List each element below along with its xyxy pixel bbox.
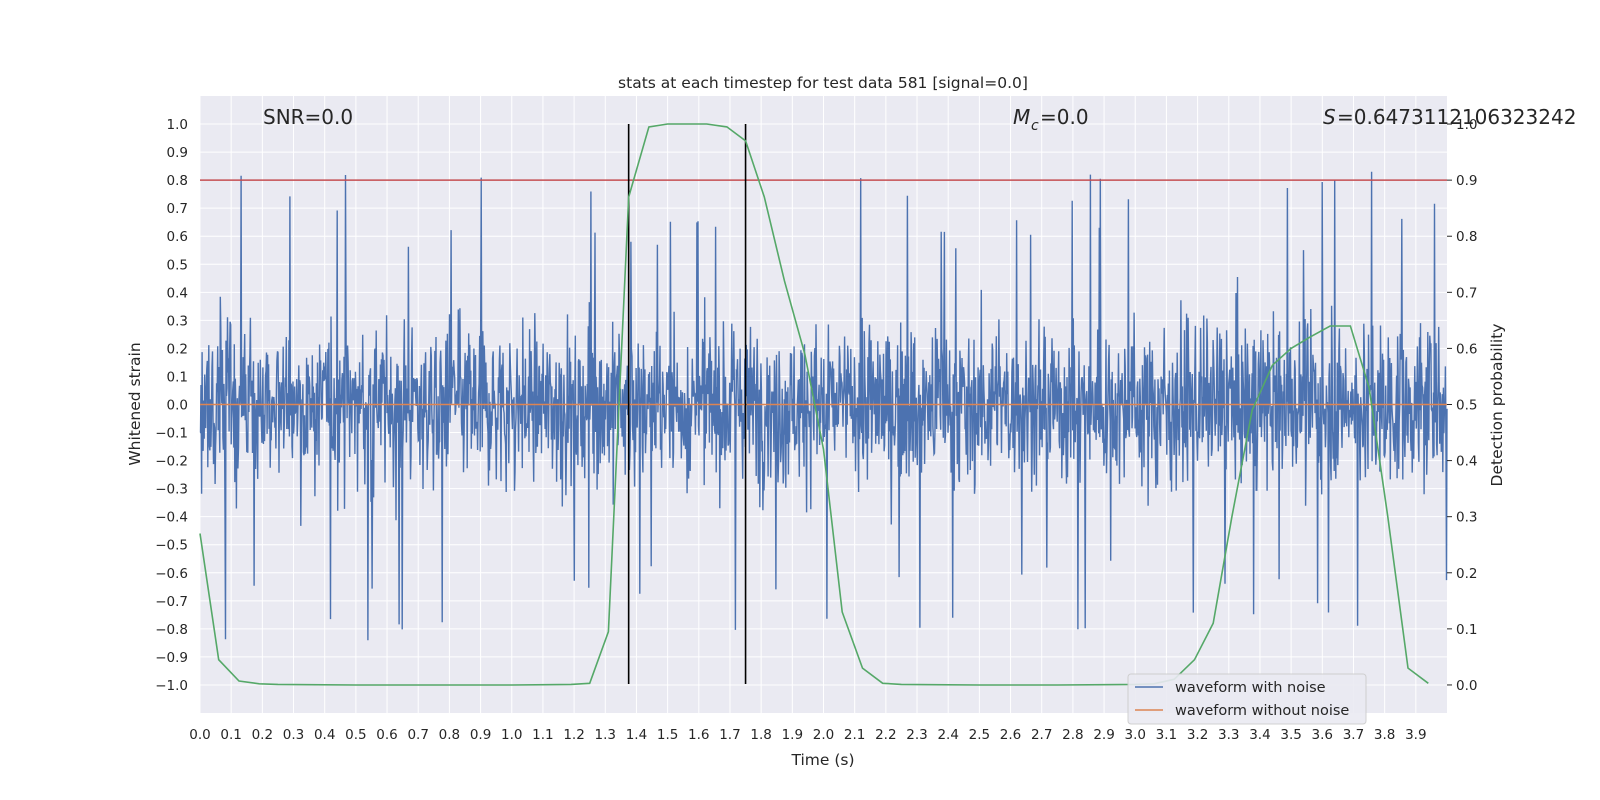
x-tick-label: 3.5 [1280, 727, 1301, 743]
y-tick-label: −0.2 [155, 454, 188, 470]
x-tick-label: 3.6 [1312, 727, 1333, 743]
y-tick-label: −0.7 [155, 594, 188, 610]
y-tick-label: 0.6 [167, 229, 188, 245]
y-right-tick-label: 0.5 [1456, 398, 1477, 414]
x-tick-label: 3.2 [1187, 727, 1208, 743]
y-tick-label: 0.4 [167, 285, 188, 301]
x-tick-label: 2.3 [906, 727, 927, 743]
s-annotation: S =0.6473112106323242 [1323, 105, 1576, 129]
y-right-tick-label: 0.3 [1456, 510, 1477, 526]
y-tick-label: −1.0 [155, 678, 188, 694]
x-tick-label: 2.0 [813, 727, 834, 743]
y-right-tick-label: 0.7 [1456, 285, 1477, 301]
x-tick-label: 1.3 [595, 727, 616, 743]
x-tick-label: 3.1 [1156, 727, 1177, 743]
mc-annotation: M c =0.0 [1013, 105, 1089, 134]
x-tick-label: 2.2 [875, 727, 896, 743]
x-tick-label: 2.8 [1062, 727, 1083, 743]
x-tick-label: 1.4 [626, 727, 647, 743]
y-tick-label: 0.5 [167, 257, 188, 273]
probability-line [199, 123, 1429, 686]
x-tick-label: 3.0 [1125, 727, 1146, 743]
y-right-tick-label: 0.2 [1456, 566, 1477, 582]
x-tick-label: 1.6 [688, 727, 709, 743]
x-tick-label: 0.4 [314, 727, 335, 743]
chart-title: stats at each timestep for test data 581… [618, 74, 1028, 92]
x-tick-label: 0.5 [345, 727, 366, 743]
x-tick-label: 2.6 [1000, 727, 1021, 743]
legend-clean-label: waveform without noise [1175, 703, 1349, 719]
x-tick-label: 3.3 [1218, 727, 1239, 743]
s-value: =0.6473112106323242 [1337, 105, 1576, 129]
y-right-tick-label: 0.8 [1456, 229, 1477, 245]
y-tick-label: −0.5 [155, 538, 188, 554]
legend: waveform with noise waveform without noi… [1127, 673, 1367, 725]
y-right-tick-label: 0.9 [1456, 173, 1477, 189]
y-tick-label: −0.3 [155, 482, 188, 498]
x-tick-label: 0.0 [189, 727, 210, 743]
y-right-tick-label: 0.6 [1456, 341, 1477, 357]
mc-symbol: M [1013, 105, 1030, 129]
x-tick-label: 2.1 [844, 727, 865, 743]
x-tick-label: 0.3 [283, 727, 304, 743]
snr-annotation: SNR=0.0 [263, 105, 353, 129]
x-tick-label: 0.1 [220, 727, 241, 743]
x-tick-label: 1.2 [563, 727, 584, 743]
y-right-tick-label: 0.1 [1456, 622, 1477, 638]
x-tick-label: 1.8 [750, 727, 771, 743]
x-tick-label: 3.4 [1249, 727, 1270, 743]
y-tick-label: −0.1 [155, 426, 188, 442]
y-tick-label: 1.0 [167, 117, 188, 133]
y-tick-label: −0.4 [155, 510, 188, 526]
mc-value: =0.0 [1040, 105, 1089, 129]
y-axis-right-label: Detection probability [1488, 324, 1506, 487]
x-tick-label: 0.9 [470, 727, 491, 743]
y-tick-label: −0.8 [155, 622, 188, 638]
x-tick-label: 0.6 [376, 727, 397, 743]
x-tick-label: 0.2 [252, 727, 273, 743]
x-tick-label: 1.5 [657, 727, 678, 743]
legend-box [1127, 673, 1367, 725]
y-tick-label: 0.0 [167, 398, 188, 414]
legend-noise-label: waveform with noise [1175, 680, 1326, 696]
x-tick-label: 3.9 [1405, 727, 1426, 743]
overlay-lines [199, 123, 1447, 686]
y-tick-label: 0.2 [167, 341, 188, 357]
s-symbol: S [1323, 105, 1336, 129]
y-tick-label: 0.7 [167, 201, 188, 217]
x-tick-label: 1.1 [532, 727, 553, 743]
x-tick-label: 2.7 [1031, 727, 1052, 743]
y-tick-label: −0.9 [155, 650, 188, 666]
y-right-tick-label: 0.4 [1456, 454, 1477, 470]
x-tick-label: 0.7 [407, 727, 428, 743]
x-tick-label: 3.7 [1343, 727, 1364, 743]
y-tick-label: 0.8 [167, 173, 188, 189]
x-tick-label: 2.4 [937, 727, 958, 743]
y-tick-label: 0.1 [167, 369, 188, 385]
noise-series [199, 171, 1448, 641]
x-axis-label: Time (s) [790, 751, 854, 769]
y-tick-label: −0.6 [155, 566, 188, 582]
y-axis-label: Whitened strain [126, 342, 144, 465]
x-tick-label: 0.8 [439, 727, 460, 743]
x-tick-label: 2.5 [969, 727, 990, 743]
y-right-tick-label: 0.0 [1456, 678, 1477, 694]
mc-subscript: c [1031, 118, 1039, 134]
y-tick-label: 0.9 [167, 145, 188, 161]
tick-labels: 0.0 0.1 0.2 0.3 0.4 0.5 0.6 0.7 0.8 0.9 1.0 1.1 1.2 1… [155, 117, 1477, 743]
x-tick-label: 1.7 [719, 727, 740, 743]
noise-waveform-line [199, 171, 1448, 641]
y-tick-label: 0.3 [167, 313, 188, 329]
x-tick-label: 2.9 [1093, 727, 1114, 743]
x-tick-label: 1.9 [782, 727, 803, 743]
x-tick-label: 3.8 [1374, 727, 1395, 743]
x-tick-label: 1.0 [501, 727, 522, 743]
y-right-tick-label: 1.0 [1456, 117, 1477, 133]
